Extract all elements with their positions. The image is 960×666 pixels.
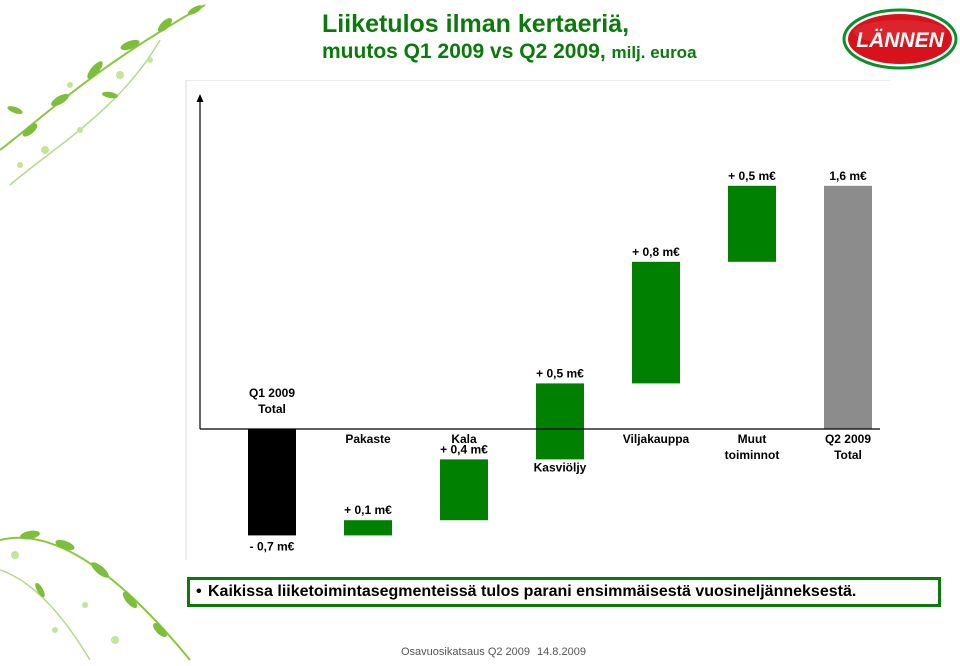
category-label-5-line: Muut [738,432,767,446]
bar-4 [632,261,680,384]
summary-callout: • Kaikissa liiketoimintasegmenteissä tul… [187,577,941,607]
category-label-4-line: Viljakauppa [623,432,690,446]
value-label-5: + 0,5 m€ [728,169,776,183]
category-label-0-line: Total [258,402,286,416]
callout-bullet: • [196,583,202,600]
value-label-3-line: + 0,5 m€ [536,366,584,380]
footer-title: Osavuosikatsaus Q2 2009 [401,646,531,658]
subtitle-unit: milj. euroa [611,43,697,62]
bar-5 [728,185,776,262]
category-label-3: Kasviöljy [534,460,587,474]
category-label-6-line: Total [834,448,862,462]
value-label-4-line: + 0,8 m€ [632,245,680,259]
leaf-decoration-bottom-icon [0,530,191,661]
bar-1 [344,520,392,536]
subtitle-text: muutos Q1 2009 vs Q2 2009, [322,40,606,63]
value-label-5-line: + 0,5 m€ [728,169,776,183]
category-label-6-line: Q2 2009 [825,432,871,446]
value-label-2: + 0,4 m€ [440,442,488,456]
category-label-0-line: Q1 2009 [249,386,295,400]
bar-2 [440,459,488,521]
category-label-5-line: toiminnot [725,448,780,462]
y-axis-arrow-icon [196,94,204,102]
value-label-1-line: + 0,1 m€ [344,503,392,517]
page-subtitle: muutos Q1 2009 vs Q2 2009, milj. euroa [322,40,697,64]
value-label-0-line: - 0,7 m€ [250,539,295,553]
category-label-2-line: Kala [451,432,477,446]
bar-0 [248,429,296,536]
category-label-1-line: Pakaste [345,432,391,446]
category-label-3-line: Kasviöljy [534,460,587,474]
callout-text: Kaikissa liiketoimintasegmenteissä tulos… [208,583,857,600]
lannen-logo: LÄNNEN [842,8,958,70]
bar-3 [536,383,584,460]
category-label-2: Kala [451,432,477,446]
category-label-5: Muut toiminnot [725,432,780,462]
logo-text: LÄNNEN [856,29,944,52]
footer-date: 14.8.2009 [537,646,586,658]
leaf-decoration-top-icon [0,4,206,186]
value-label-6-line: 1,6 m€ [829,169,867,183]
value-label-2-line: + 0,4 m€ [440,442,488,456]
page-title: Liiketulos ilman kertaeriä, [322,10,630,38]
value-label-1: + 0,1 m€ [344,503,392,517]
value-label-6: 1,6 m€ [829,169,867,183]
value-label-3: + 0,5 m€ [536,366,584,380]
waterfall-chart: - 0,7 m€ Q1 2009 Total + 0,1 m€ Pakaste + 0,4… [185,80,890,560]
category-label-1: Pakaste [345,432,391,446]
category-label-4: Viljakauppa [623,432,690,446]
category-label-0: Q1 2009 Total [249,386,295,416]
value-label-4: + 0,8 m€ [632,245,680,259]
bar-6 [824,185,872,429]
value-label-0: - 0,7 m€ [250,539,295,553]
category-label-6: Q2 2009 Total [825,432,871,462]
